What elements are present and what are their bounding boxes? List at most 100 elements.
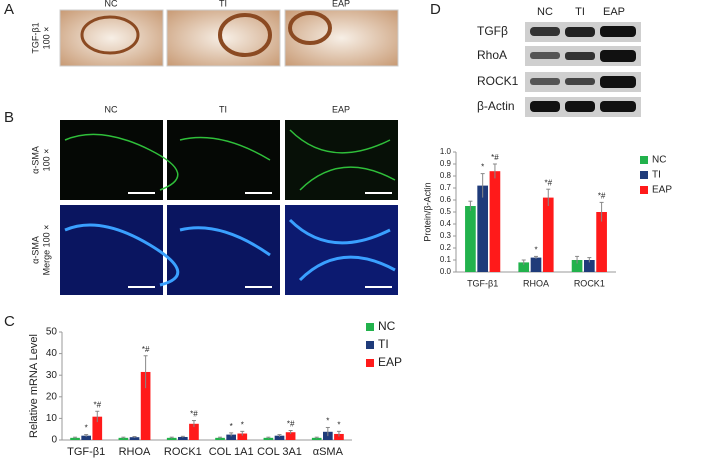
legend-swatch xyxy=(366,341,374,349)
y-tick-label: 50 xyxy=(46,327,58,338)
bar xyxy=(70,437,80,440)
y-axis-label: Relative mRNA Level xyxy=(28,334,40,438)
bar xyxy=(542,197,554,272)
significance-label: *# xyxy=(491,153,499,162)
x-tick-label: RHOA xyxy=(523,278,549,288)
histology-images xyxy=(59,9,399,67)
bar xyxy=(178,436,188,440)
column-label: NC xyxy=(537,6,553,18)
significance-label: *# xyxy=(287,420,295,429)
bar xyxy=(584,260,595,272)
bar xyxy=(518,262,530,272)
x-tick-label: TGF-β1 xyxy=(467,278,498,288)
legend-label: EAP xyxy=(378,355,402,369)
bar xyxy=(226,434,236,440)
significance-label: *# xyxy=(190,410,198,419)
y-tick-label: 0.6 xyxy=(440,195,452,204)
x-tick-label: TGF-β1 xyxy=(67,446,105,458)
legend-swatch xyxy=(640,156,648,164)
x-tick-label: COL 1A1 xyxy=(209,446,254,458)
y-tick-label: 0.3 xyxy=(440,231,452,240)
legend-swatch xyxy=(366,323,374,331)
row-label: RhoA xyxy=(477,48,507,62)
panel-label: D xyxy=(430,1,441,18)
bar xyxy=(140,371,151,440)
column-label: EAP xyxy=(332,104,350,114)
bar xyxy=(166,437,177,440)
y-tick-label: 0.1 xyxy=(440,255,452,264)
bar xyxy=(465,206,476,272)
bar xyxy=(274,435,285,440)
row-label: TGF-β1 xyxy=(30,22,40,53)
legend-swatch xyxy=(640,186,648,194)
fluorescence-images xyxy=(60,120,398,295)
bar xyxy=(237,433,248,440)
significance-label: * xyxy=(534,246,537,255)
column-label: TI xyxy=(575,6,585,18)
x-tick-label: ROCK1 xyxy=(164,446,202,458)
x-tick-label: COL 3A1 xyxy=(257,446,302,458)
legend-swatch xyxy=(640,171,648,179)
y-tick-label: 40 xyxy=(46,348,58,359)
significance-label: *# xyxy=(94,400,102,409)
y-tick-label: 0.8 xyxy=(440,171,452,180)
x-tick-label: ROCK1 xyxy=(574,278,605,288)
column-label: TI xyxy=(219,104,227,114)
legend-label: TI xyxy=(652,170,661,181)
significance-label: * xyxy=(481,163,484,172)
significance-label: * xyxy=(230,422,233,431)
bar xyxy=(489,171,501,272)
column-label: NC xyxy=(105,0,118,8)
significance-label: *# xyxy=(544,178,552,187)
significance-label: *# xyxy=(142,345,150,354)
bar xyxy=(215,437,225,440)
column-label: NC xyxy=(105,104,118,114)
western-blot xyxy=(525,22,641,117)
bar xyxy=(285,432,296,440)
bar xyxy=(530,257,542,272)
row-label: α-SMA xyxy=(30,146,40,174)
row-label: Merge 100 × xyxy=(41,225,51,276)
bar xyxy=(92,416,103,440)
panel-label: C xyxy=(4,313,15,330)
y-tick-label: 0.9 xyxy=(440,159,452,168)
row-label: ROCK1 xyxy=(477,74,519,88)
y-tick-label: 1.0 xyxy=(440,147,452,156)
y-tick-label: 0 xyxy=(51,435,57,446)
x-tick-label: αSMA xyxy=(313,446,344,458)
y-tick-label: 0.7 xyxy=(440,183,452,192)
row-label: β-Actin xyxy=(477,99,515,113)
significance-label: * xyxy=(337,420,340,429)
column-label: EAP xyxy=(332,0,350,8)
significance-label: *# xyxy=(598,192,606,201)
row-label: TGFβ xyxy=(477,24,508,38)
bar xyxy=(571,260,583,272)
bar xyxy=(477,185,488,272)
significance-label: * xyxy=(241,420,244,429)
legend-label: NC xyxy=(378,319,396,333)
legend-label: EAP xyxy=(652,185,672,196)
bar xyxy=(334,433,344,440)
x-tick-label: RHOA xyxy=(119,446,151,458)
panel-label: B xyxy=(4,109,14,126)
bar xyxy=(263,437,274,440)
panel-label: A xyxy=(4,1,14,18)
significance-label: * xyxy=(326,417,329,426)
legend-label: TI xyxy=(378,337,389,351)
row-label: 100 × xyxy=(41,149,51,172)
y-axis-label: Protein/β-Actin xyxy=(422,182,432,241)
column-label: EAP xyxy=(603,6,625,18)
row-label: 100 × xyxy=(41,27,51,50)
y-tick-label: 0.5 xyxy=(440,207,452,216)
bar xyxy=(596,212,607,272)
bar xyxy=(311,437,322,440)
y-tick-label: 10 xyxy=(46,413,58,424)
y-tick-label: 20 xyxy=(46,391,58,402)
row-label: α-SMA xyxy=(30,236,40,264)
legend-swatch xyxy=(366,359,374,367)
y-tick-label: 0.2 xyxy=(440,243,452,252)
bar xyxy=(81,435,91,440)
column-label: TI xyxy=(219,0,227,8)
legend-label: NC xyxy=(652,155,666,166)
